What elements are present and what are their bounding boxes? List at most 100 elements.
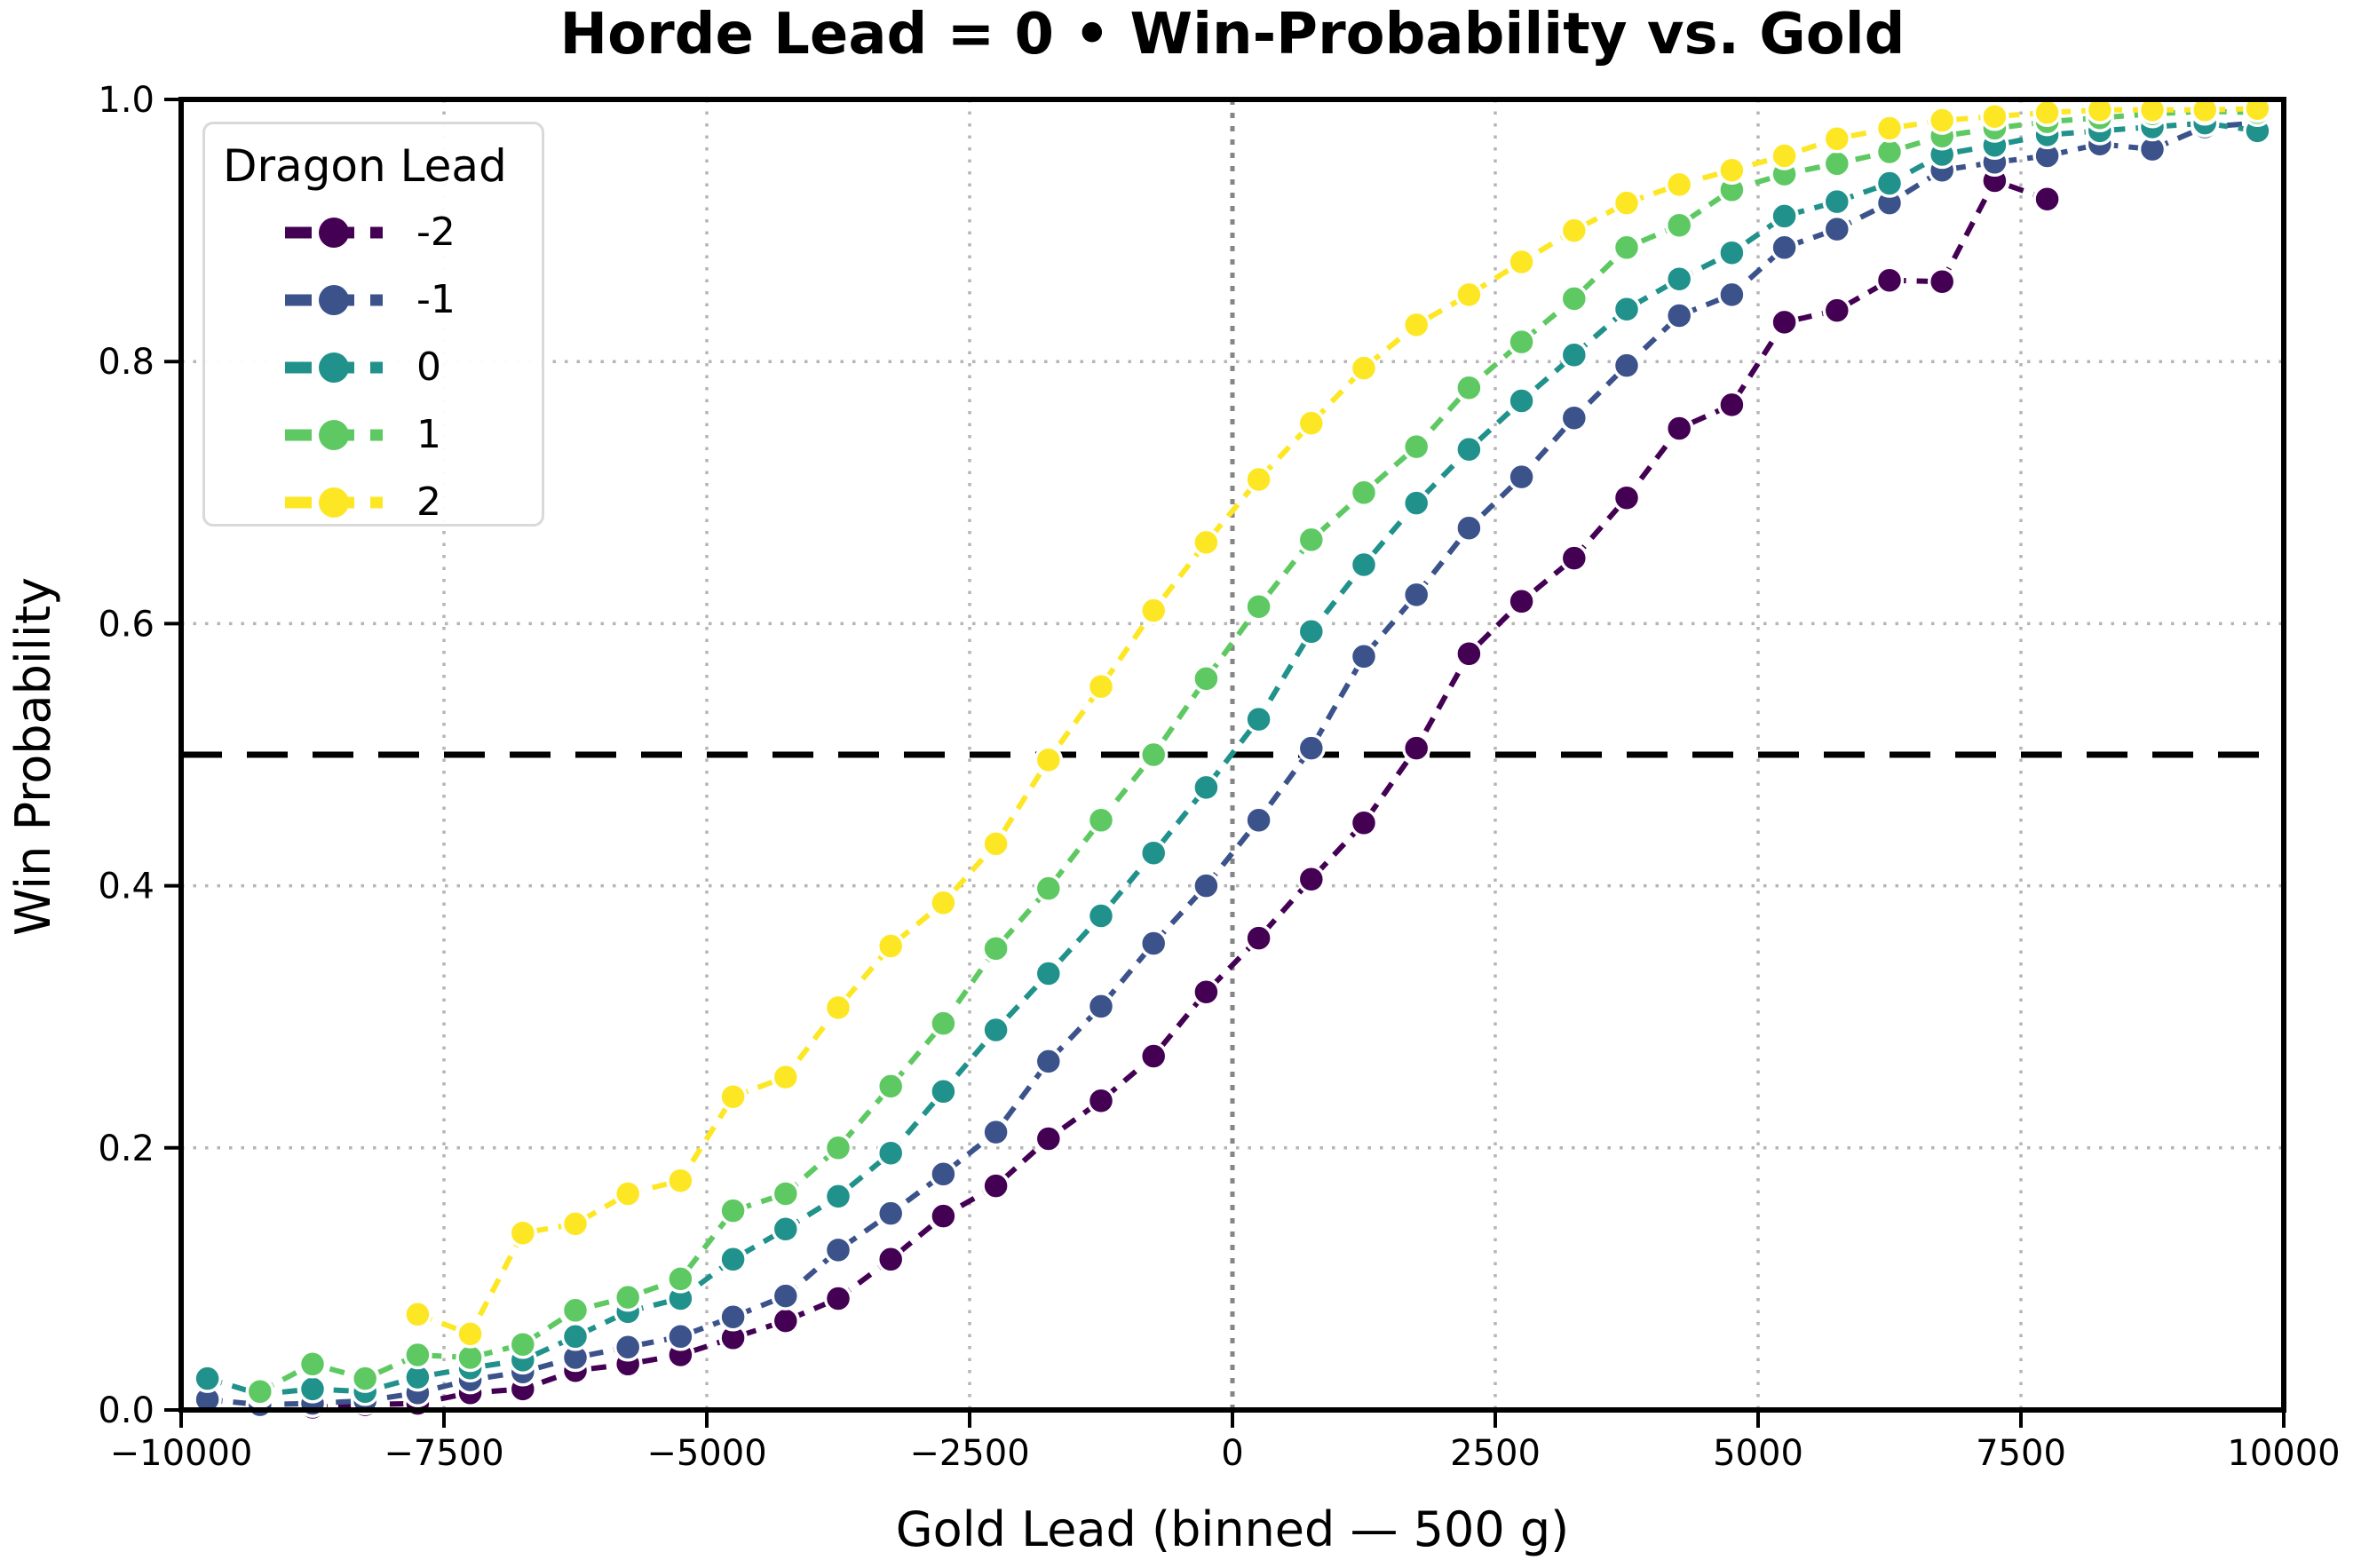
x-tick-label: 10000 bbox=[2227, 1433, 2340, 1474]
legend-item--1: -1 bbox=[223, 266, 542, 334]
data-point-0 bbox=[823, 1182, 853, 1211]
x-tick-label: 5000 bbox=[1713, 1433, 1803, 1474]
data-point-0 bbox=[1192, 772, 1221, 803]
series-line-2 bbox=[416, 106, 2258, 1338]
data-point-0 bbox=[1296, 617, 1327, 646]
data-point--2 bbox=[1296, 864, 1327, 894]
legend-item--2: -2 bbox=[223, 199, 542, 266]
data-point--1 bbox=[666, 1322, 695, 1351]
data-point--2 bbox=[1034, 1124, 1064, 1153]
data-point-2 bbox=[1507, 247, 1536, 277]
data-point-2 bbox=[1612, 188, 1642, 218]
y-tick-label: 0.0 bbox=[98, 1390, 154, 1431]
data-point-1 bbox=[1612, 233, 1642, 263]
data-point-0 bbox=[876, 1138, 906, 1168]
data-point-1 bbox=[1507, 327, 1536, 357]
legend-swatch-icon bbox=[285, 352, 383, 383]
data-point-1 bbox=[1822, 149, 1852, 178]
data-point-0 bbox=[1138, 838, 1169, 867]
data-point-1 bbox=[1454, 373, 1484, 402]
data-point-2 bbox=[613, 1179, 643, 1208]
data-point-0 bbox=[1349, 550, 1379, 580]
data-point-1 bbox=[1034, 874, 1064, 903]
x-tick-label: 7500 bbox=[1976, 1433, 2066, 1474]
data-point--1 bbox=[929, 1160, 958, 1189]
data-point--2 bbox=[1927, 266, 1957, 297]
data-point-0 bbox=[1401, 488, 1431, 518]
data-point-0 bbox=[1822, 186, 1852, 217]
data-point-1 bbox=[613, 1282, 643, 1312]
data-point-2 bbox=[456, 1319, 485, 1349]
data-point--1 bbox=[613, 1332, 643, 1362]
series-line-0 bbox=[206, 120, 2258, 1398]
data-point-0 bbox=[1770, 202, 1799, 231]
data-point-2 bbox=[1559, 216, 1589, 245]
data-point--1 bbox=[1296, 733, 1327, 763]
legend-item-label: -1 bbox=[416, 277, 456, 322]
legend-swatch-icon bbox=[285, 285, 383, 315]
data-point--1 bbox=[718, 1302, 748, 1332]
data-point--1 bbox=[771, 1281, 801, 1311]
data-point-2 bbox=[1401, 310, 1431, 340]
data-point-1 bbox=[876, 1072, 906, 1101]
data-point-2 bbox=[666, 1166, 695, 1195]
data-point-2 bbox=[1192, 527, 1221, 558]
series-line-1 bbox=[258, 108, 2258, 1394]
data-point-0 bbox=[560, 1322, 590, 1351]
data-point-0 bbox=[193, 1364, 222, 1393]
data-point-0 bbox=[1717, 238, 1747, 267]
legend-swatch-icon bbox=[285, 218, 383, 248]
data-point-1 bbox=[823, 1133, 853, 1163]
data-point-1 bbox=[1192, 664, 1221, 693]
data-point--1 bbox=[876, 1199, 906, 1228]
x-tick-label: −10000 bbox=[110, 1433, 253, 1474]
data-point-1 bbox=[560, 1295, 590, 1326]
data-point-1 bbox=[456, 1342, 485, 1373]
data-point-2 bbox=[1086, 671, 1116, 701]
data-point--1 bbox=[1612, 351, 1642, 380]
legend-item-label: 0 bbox=[416, 344, 441, 390]
data-point--1 bbox=[1401, 580, 1431, 610]
data-point-0 bbox=[1034, 959, 1064, 988]
data-point--1 bbox=[1664, 301, 1694, 330]
data-point-0 bbox=[297, 1374, 328, 1404]
data-point--2 bbox=[1822, 296, 1852, 325]
data-point-1 bbox=[297, 1350, 328, 1379]
data-point-2 bbox=[981, 829, 1010, 859]
data-point-1 bbox=[403, 1340, 432, 1370]
data-point-0 bbox=[1244, 704, 1273, 734]
legend-item-2: 2 bbox=[223, 469, 542, 536]
data-point--2 bbox=[1086, 1086, 1116, 1115]
data-point--1 bbox=[1454, 513, 1484, 542]
data-point--1 bbox=[1192, 871, 1221, 900]
y-tick-label: 0.2 bbox=[98, 1128, 154, 1169]
data-point-1 bbox=[718, 1196, 748, 1225]
data-point-0 bbox=[1559, 340, 1589, 370]
legend-swatch-icon bbox=[285, 420, 383, 450]
data-point-1 bbox=[1401, 432, 1431, 462]
x-tick-label: −5000 bbox=[646, 1433, 766, 1474]
x-tick-label: −7500 bbox=[384, 1433, 503, 1474]
data-point--2 bbox=[1507, 587, 1536, 616]
data-point-1 bbox=[1138, 740, 1169, 770]
data-point--2 bbox=[1401, 733, 1431, 763]
data-point-1 bbox=[771, 1179, 801, 1208]
data-point-1 bbox=[666, 1264, 695, 1294]
data-point-1 bbox=[981, 934, 1010, 963]
data-point--1 bbox=[981, 1117, 1010, 1147]
data-point-2 bbox=[403, 1300, 432, 1329]
data-point-2 bbox=[560, 1209, 590, 1239]
legend-item-0: 0 bbox=[223, 334, 542, 401]
data-point-2 bbox=[876, 931, 906, 961]
data-point--2 bbox=[1192, 977, 1221, 1007]
y-tick-label: 1.0 bbox=[98, 80, 154, 121]
data-point--2 bbox=[1874, 265, 1905, 295]
legend: Dragon Lead -2 -1 0 1 2 bbox=[202, 122, 544, 527]
data-point-0 bbox=[929, 1077, 958, 1106]
data-point-1 bbox=[1559, 284, 1589, 313]
data-point-0 bbox=[1612, 294, 1642, 324]
data-point-2 bbox=[1296, 408, 1327, 438]
data-point--1 bbox=[1034, 1047, 1064, 1076]
data-point-0 bbox=[1507, 386, 1536, 416]
